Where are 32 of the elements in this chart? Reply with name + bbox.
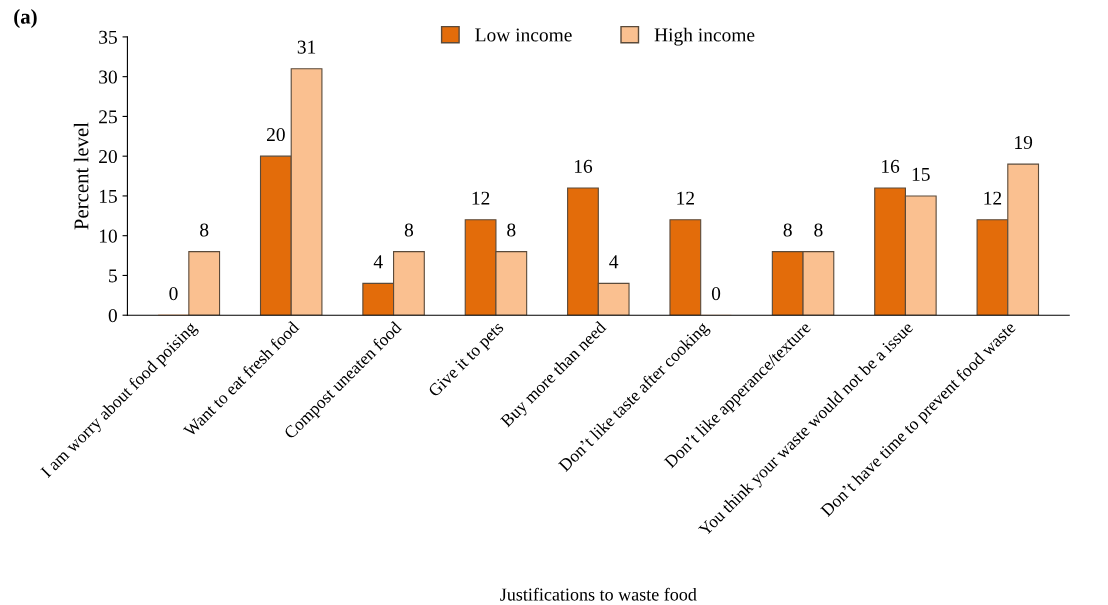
y-tick-label: 15: [99, 189, 117, 203]
y-axis-title: Percent level: [73, 122, 89, 230]
legend-label: High income: [654, 27, 755, 46]
data-label: 8: [814, 223, 823, 237]
legend-label: Low income: [475, 28, 572, 42]
data-label: 0: [711, 287, 721, 301]
y-tick-label: 10: [99, 229, 117, 243]
y-tick-label: 30: [99, 70, 117, 84]
y-tick-label: 35: [99, 30, 117, 44]
text: (a): [14, 9, 37, 28]
data-label: 12: [472, 191, 490, 205]
x-tick-label: Give it to pets: [427, 320, 507, 400]
y-tick-label: 0: [108, 309, 117, 323]
data-label: 12: [677, 191, 694, 205]
data-label: 20: [266, 127, 285, 142]
data-label: 15: [912, 167, 930, 181]
data-label: 19: [1015, 136, 1033, 150]
data-label: 8: [507, 223, 516, 237]
y-tick-label: 5: [109, 269, 117, 283]
x-axis-title: Justifications to waste food: [500, 587, 697, 601]
data-label: 8: [783, 223, 792, 237]
data-label: 8: [404, 223, 414, 237]
data-label: 4: [373, 255, 383, 269]
y-tick-label: 25: [99, 110, 117, 124]
data-label: 16: [882, 159, 900, 173]
y-tick-label: 20: [99, 149, 117, 164]
data-label: 4: [609, 255, 619, 269]
data-label: 31: [297, 40, 316, 54]
data-label: 0: [169, 287, 178, 301]
data-label: 12: [984, 191, 1002, 205]
data-label: 8: [200, 223, 209, 237]
data-label: 16: [574, 159, 593, 173]
